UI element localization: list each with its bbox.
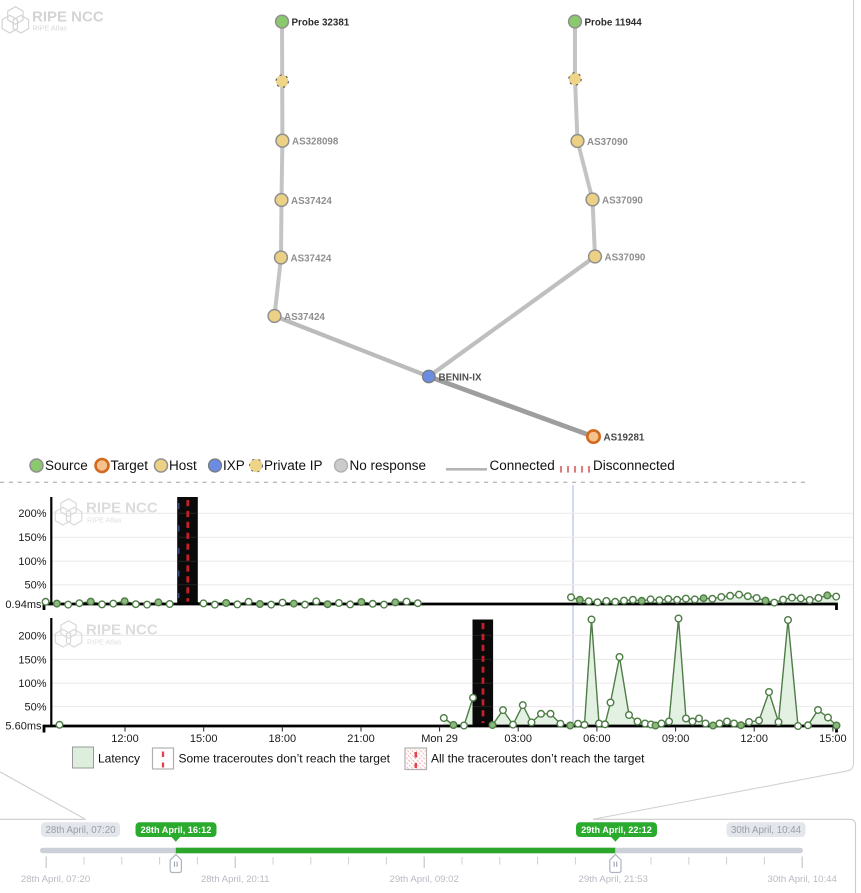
svg-text:03:00: 03:00 — [504, 733, 532, 745]
svg-text:RIPE NCC: RIPE NCC — [86, 622, 158, 639]
svg-text:Host: Host — [169, 458, 197, 473]
svg-text:AS37090: AS37090 — [602, 196, 643, 207]
svg-text:AS328098: AS328098 — [292, 137, 339, 148]
svg-text:12:00: 12:00 — [111, 733, 139, 745]
svg-text:RIPE Atlas: RIPE Atlas — [87, 638, 122, 647]
svg-text:30th April, 10:44: 30th April, 10:44 — [768, 874, 838, 885]
svg-text:150%: 150% — [18, 654, 46, 666]
svg-text:No response: No response — [350, 458, 427, 473]
svg-text:50%: 50% — [24, 580, 46, 592]
svg-text:28th April, 16:12: 28th April, 16:12 — [141, 825, 212, 835]
svg-text:21:00: 21:00 — [347, 733, 375, 745]
svg-text:AS19281: AS19281 — [604, 433, 645, 444]
svg-text:200%: 200% — [18, 508, 46, 520]
svg-text:28th April, 07:20: 28th April, 07:20 — [45, 825, 116, 836]
svg-text:All the traceroutes don’t reac: All the traceroutes don’t reach the targ… — [431, 751, 645, 765]
svg-text:BENIN-IX: BENIN-IX — [439, 373, 482, 384]
svg-text:Target: Target — [111, 458, 149, 473]
svg-text:28th April, 20:11: 28th April, 20:11 — [201, 874, 270, 885]
svg-text:29th April, 21:53: 29th April, 21:53 — [579, 874, 648, 885]
svg-text:Source: Source — [45, 458, 88, 473]
svg-text:12:00: 12:00 — [740, 733, 768, 745]
svg-text:AS37424: AS37424 — [284, 312, 325, 323]
svg-text:IXP: IXP — [223, 458, 245, 473]
svg-text:Private IP: Private IP — [264, 458, 323, 473]
svg-text:Disconnected: Disconnected — [593, 458, 675, 473]
svg-text:Probe 11944: Probe 11944 — [585, 18, 643, 29]
svg-text:AS37424: AS37424 — [291, 254, 332, 265]
svg-text:Mon 29: Mon 29 — [421, 733, 458, 745]
svg-text:AS37090: AS37090 — [587, 137, 628, 148]
svg-text:50%: 50% — [24, 702, 46, 714]
svg-text:150%: 150% — [18, 532, 46, 544]
svg-text:RIPE Atlas: RIPE Atlas — [87, 516, 122, 525]
svg-text:AS37090: AS37090 — [605, 253, 646, 264]
svg-text:28th April, 07:20: 28th April, 07:20 — [21, 874, 90, 885]
svg-text:06:00: 06:00 — [583, 733, 611, 745]
svg-text:29th April, 22:12: 29th April, 22:12 — [581, 825, 652, 835]
svg-text:Some traceroutes don’t reach t: Some traceroutes don’t reach the target — [179, 751, 391, 765]
svg-text:5.60ms: 5.60ms — [5, 721, 42, 733]
svg-text:100%: 100% — [18, 556, 46, 568]
svg-text:15:00: 15:00 — [819, 733, 847, 745]
svg-text:30th April, 10:44: 30th April, 10:44 — [731, 825, 802, 836]
svg-text:RIPE Atlas: RIPE Atlas — [33, 24, 68, 33]
svg-text:RIPE NCC: RIPE NCC — [86, 500, 158, 517]
svg-text:09:00: 09:00 — [662, 733, 690, 745]
svg-text:18:00: 18:00 — [269, 733, 297, 745]
svg-text:29th April, 09:02: 29th April, 09:02 — [390, 874, 459, 885]
svg-text:200%: 200% — [18, 630, 46, 642]
svg-text:0.94ms: 0.94ms — [5, 599, 42, 611]
svg-text:Probe 32381: Probe 32381 — [292, 18, 350, 29]
svg-text:Connected: Connected — [490, 458, 555, 473]
svg-text:Latency: Latency — [98, 751, 140, 765]
svg-text:15:00: 15:00 — [190, 733, 218, 745]
svg-text:100%: 100% — [18, 678, 46, 690]
svg-text:RIPE NCC: RIPE NCC — [32, 9, 104, 26]
svg-text:AS37424: AS37424 — [291, 196, 332, 207]
